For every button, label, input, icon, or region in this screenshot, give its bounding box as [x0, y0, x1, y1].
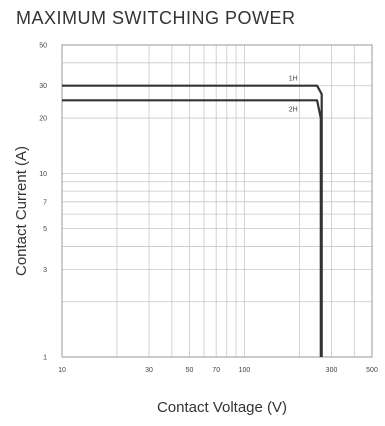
x-tick-label: 30 [145, 367, 153, 374]
y-axis-label: Contact Current (A) [13, 146, 30, 276]
x-tick-label: 10 [58, 367, 66, 374]
series-label-1h: 1H [289, 76, 298, 83]
x-axis-label: Contact Voltage (V) [157, 399, 287, 416]
series-label-2h: 2H [289, 106, 298, 113]
plot-frame [61, 44, 373, 358]
chart-title: MAXIMUM SWITCHING POWER [16, 8, 296, 28]
y-tick-label: 7 [43, 199, 47, 206]
y-tick-label: 3 [43, 267, 47, 274]
x-tick-label: 70 [212, 367, 220, 374]
series-line-2h [62, 99, 322, 357]
x-tick-label: 50 [186, 367, 194, 374]
y-tick-label: 1 [43, 355, 47, 362]
y-tick-label: 50 [39, 43, 47, 50]
x-tick-label: 300 [326, 367, 338, 374]
y-tick-label: 10 [39, 171, 47, 178]
y-tick-label: 20 [39, 116, 47, 123]
y-tick-label: 5 [43, 226, 47, 233]
x-tick-label: 500 [366, 367, 378, 374]
y-tick-label: 30 [39, 83, 47, 90]
series-line-1h [62, 84, 323, 357]
x-tick-label: 100 [239, 367, 251, 374]
